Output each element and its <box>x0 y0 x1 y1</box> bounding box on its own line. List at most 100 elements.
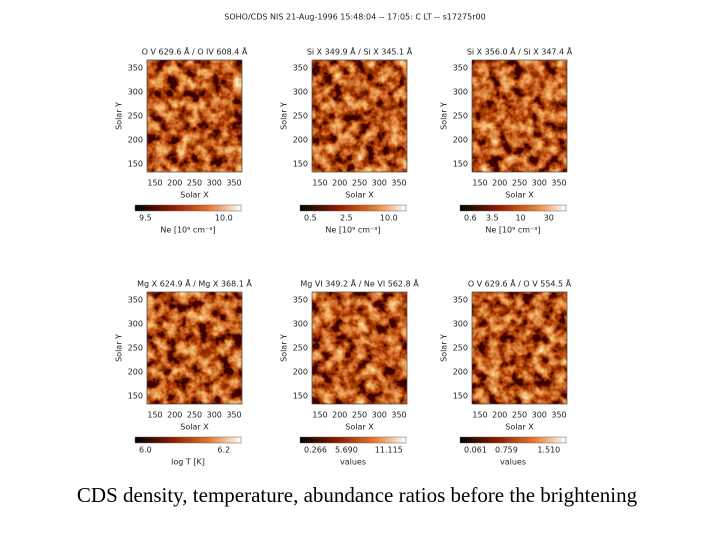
solar-image <box>312 60 407 172</box>
colorbar-unit: Ne [10⁹ cm⁻³] <box>160 226 215 235</box>
colorbar-label: 30 <box>544 214 554 223</box>
image-frame <box>311 59 408 173</box>
y-tick-label: 200 <box>453 136 468 145</box>
solar-image <box>472 292 567 404</box>
x-axis-label: Solar X <box>180 191 209 200</box>
y-tick-label: 300 <box>128 320 143 329</box>
x-tick-label: 350 <box>551 179 566 188</box>
x-tick-label: 150 <box>312 179 327 188</box>
x-tick-label: 300 <box>207 411 222 420</box>
x-tick-label: 300 <box>532 179 547 188</box>
y-tick-label: 250 <box>293 344 308 353</box>
panel-title: O V 629.6 Å / O IV 608.4 Å <box>142 46 248 57</box>
solar-image <box>147 60 242 172</box>
y-axis-label: Solar Y <box>440 102 449 130</box>
panel-title: Mg X 624.9 Å / Mg X 368.1 Å <box>137 278 252 289</box>
solar-image <box>472 60 567 172</box>
image-frame <box>471 291 568 405</box>
panel-title: Mg VI 349.2 Å / Ne VI 562.8 Å <box>300 278 419 289</box>
colorbar <box>459 436 567 444</box>
y-tick-label: 200 <box>453 368 468 377</box>
colorbar-label: 5.690 <box>335 446 358 455</box>
colorbar <box>459 204 567 212</box>
colorbar-label: 2.5 <box>340 214 353 223</box>
image-frame <box>311 291 408 405</box>
y-tick-label: 250 <box>293 112 308 121</box>
y-tick-label: 300 <box>453 320 468 329</box>
y-tick-label: 350 <box>128 64 143 73</box>
x-tick-label: 250 <box>512 179 527 188</box>
y-tick-label: 300 <box>128 88 143 97</box>
y-axis-label: Solar Y <box>280 102 289 130</box>
colorbar-label: 6.0 <box>139 446 152 455</box>
y-tick-label: 250 <box>453 112 468 121</box>
colorbar-unit: Ne [10⁹ cm⁻³] <box>325 226 380 235</box>
panel-title: Si X 349.9 Å / Si X 345.1 Å <box>307 46 413 57</box>
solar-image <box>312 292 407 404</box>
x-axis-label: Solar X <box>345 191 374 200</box>
x-tick-label: 200 <box>167 411 182 420</box>
x-tick-label: 200 <box>332 411 347 420</box>
y-tick-label: 150 <box>453 160 468 169</box>
colorbar-label: 11.115 <box>375 446 403 455</box>
panel-title: Si X 356.0 Å / Si X 347.4 Å <box>467 46 573 57</box>
x-tick-label: 150 <box>312 411 327 420</box>
colorbar-label: 10.0 <box>215 214 233 223</box>
x-tick-label: 250 <box>352 179 367 188</box>
y-tick-label: 200 <box>128 136 143 145</box>
colorbar <box>134 436 242 444</box>
colorbar-label: 0.759 <box>495 446 518 455</box>
x-axis-label: Solar X <box>345 423 374 432</box>
colorbar-unit: values <box>340 458 366 467</box>
x-tick-label: 150 <box>472 411 487 420</box>
y-tick-label: 200 <box>293 136 308 145</box>
colorbar <box>134 204 242 212</box>
y-tick-label: 350 <box>293 296 308 305</box>
colorbar-unit: values <box>500 458 526 467</box>
x-tick-label: 350 <box>226 411 241 420</box>
caption: CDS density, temperature, abundance rati… <box>77 483 638 507</box>
colorbar-label: 10.0 <box>380 214 398 223</box>
x-axis-label: Solar X <box>505 191 534 200</box>
solar-image <box>147 292 242 404</box>
x-tick-label: 150 <box>147 411 162 420</box>
y-tick-label: 250 <box>128 112 143 121</box>
colorbar-label: 0.5 <box>304 214 317 223</box>
colorbar-unit: Ne [10⁹ cm⁻³] <box>485 226 540 235</box>
x-tick-label: 300 <box>372 179 387 188</box>
x-tick-label: 250 <box>187 411 202 420</box>
colorbar-label: 3.5 <box>486 214 499 223</box>
x-tick-label: 150 <box>147 179 162 188</box>
x-axis-label: Solar X <box>180 423 209 432</box>
colorbar-label: 0.061 <box>464 446 487 455</box>
y-tick-label: 300 <box>293 320 308 329</box>
panel-title: O V 629.6 Å / O V 554.5 Å <box>468 278 572 289</box>
y-tick-label: 250 <box>453 344 468 353</box>
colorbar-label: 1.510 <box>537 446 560 455</box>
x-tick-label: 350 <box>551 411 566 420</box>
x-tick-label: 350 <box>391 411 406 420</box>
x-tick-label: 200 <box>492 179 507 188</box>
y-tick-label: 150 <box>128 392 143 401</box>
colorbar-unit: log T [K] <box>171 458 205 467</box>
colorbar-label: 6.2 <box>217 446 230 455</box>
y-tick-label: 150 <box>293 160 308 169</box>
image-frame <box>471 59 568 173</box>
colorbar-label: 10 <box>515 214 525 223</box>
y-axis-label: Solar Y <box>280 334 289 362</box>
colorbar-label: 0.6 <box>464 214 477 223</box>
y-tick-label: 350 <box>293 64 308 73</box>
colorbar-label: 9.5 <box>139 214 152 223</box>
x-tick-label: 300 <box>372 411 387 420</box>
x-tick-label: 250 <box>512 411 527 420</box>
y-tick-label: 150 <box>293 392 308 401</box>
y-tick-label: 350 <box>453 296 468 305</box>
colorbar <box>299 436 407 444</box>
y-axis-label: Solar Y <box>440 334 449 362</box>
x-tick-label: 300 <box>207 179 222 188</box>
y-tick-label: 150 <box>128 160 143 169</box>
x-tick-label: 300 <box>532 411 547 420</box>
x-tick-label: 200 <box>167 179 182 188</box>
x-tick-label: 250 <box>352 411 367 420</box>
